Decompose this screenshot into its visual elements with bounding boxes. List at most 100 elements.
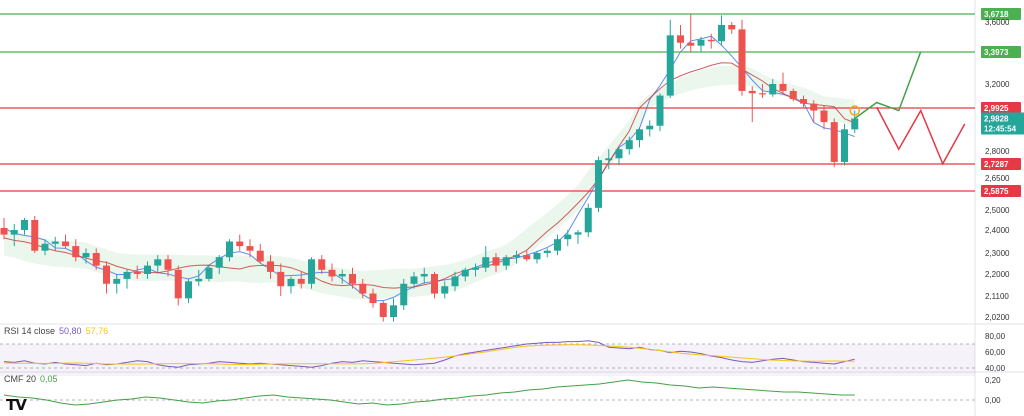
- candle: [636, 127, 643, 148]
- candle-body: [82, 253, 90, 258]
- candle-body: [800, 99, 807, 104]
- candle: [277, 263, 285, 296]
- candle: [133, 265, 141, 279]
- candle-body: [779, 84, 787, 91]
- candle: [92, 248, 100, 270]
- candle-body: [728, 24, 736, 30]
- candle: [349, 267, 356, 289]
- candle: [420, 267, 428, 284]
- level-label: 3,3973: [984, 48, 1009, 57]
- candle: [154, 255, 162, 272]
- candle-body: [646, 125, 654, 130]
- candle: [308, 257, 315, 289]
- candle-body: [297, 278, 305, 284]
- price-tick-label: 2,5000: [985, 206, 1010, 215]
- candle-body: [205, 267, 213, 279]
- candle: [841, 123, 848, 166]
- candle: [267, 255, 274, 279]
- candle-body: [226, 241, 233, 258]
- candle-body: [133, 271, 141, 274]
- candle-body: [390, 305, 397, 317]
- candle-body: [195, 278, 203, 282]
- candle-body: [287, 278, 295, 287]
- candle: [728, 22, 736, 34]
- candle: [759, 84, 766, 98]
- candle: [820, 105, 828, 130]
- forecast-up-path: [854, 51, 922, 120]
- candle: [482, 246, 490, 272]
- candle: [338, 269, 346, 284]
- candle: [687, 14, 695, 52]
- candle: [10, 224, 18, 247]
- candle: [256, 243, 264, 264]
- candle: [369, 288, 377, 308]
- price-tick-label: 3,2000: [985, 80, 1010, 89]
- candle: [564, 230, 572, 247]
- forecast-down-path: [876, 106, 966, 166]
- candle-body: [92, 253, 100, 266]
- rsi-title: RSI 14 close: [4, 326, 56, 336]
- cmf-title: CMF 20: [4, 374, 37, 384]
- candle-body: [451, 276, 459, 287]
- candle-body: [328, 269, 336, 277]
- candle: [431, 271, 438, 299]
- countdown-label: 12:45:54: [984, 125, 1017, 134]
- tradingview-logo-icon[interactable]: TV: [6, 396, 27, 414]
- candle: [72, 239, 80, 262]
- candle-body: [789, 90, 797, 100]
- last-price-badge: [981, 112, 1024, 135]
- candle-body: [308, 259, 315, 284]
- candle: [625, 136, 633, 155]
- rsi-line: [3, 340, 855, 368]
- candle: [195, 269, 203, 287]
- candle: [113, 274, 121, 294]
- candle: [461, 267, 469, 282]
- candle: [543, 248, 551, 258]
- candle-body: [51, 241, 59, 244]
- candle-body: [267, 261, 274, 272]
- candle: [0, 218, 8, 240]
- cmf-line: [3, 379, 855, 406]
- candle: [769, 79, 777, 97]
- candle: [21, 218, 28, 235]
- level-badge: [981, 46, 1021, 58]
- candle: [595, 156, 602, 212]
- candle-body: [564, 234, 572, 240]
- candle-body: [554, 239, 561, 251]
- candle-body: [123, 271, 131, 279]
- candle-body: [144, 265, 151, 274]
- candle: [738, 19, 746, 96]
- candle-body: [492, 257, 500, 266]
- base-line: [3, 62, 855, 289]
- cmf-legend: CMF 20 0,05: [4, 374, 62, 384]
- price-tick-label: 2,2000: [985, 270, 1010, 279]
- candle: [144, 261, 151, 279]
- candle: [123, 269, 131, 289]
- candle: [502, 255, 510, 270]
- candle: [779, 72, 787, 95]
- candle-body: [656, 95, 664, 126]
- candle-body: [400, 283, 408, 306]
- candle: [390, 298, 397, 322]
- candle-body: [31, 220, 39, 251]
- level-label: 3,6718: [984, 10, 1009, 19]
- candle-body: [461, 269, 469, 277]
- candle: [656, 93, 664, 132]
- candle: [677, 24, 684, 49]
- price-tick-label: 2,3000: [985, 249, 1010, 258]
- candle-body: [543, 250, 551, 253]
- candle-body: [410, 276, 418, 284]
- candle-body: [697, 39, 705, 46]
- candle-body: [369, 293, 377, 303]
- candle-body: [513, 255, 520, 258]
- candle-body: [236, 241, 244, 247]
- candle: [748, 86, 756, 123]
- level-badge: [981, 102, 1021, 114]
- candle-body: [625, 140, 633, 150]
- candle-body: [103, 265, 110, 284]
- candle: [513, 250, 520, 264]
- rsi-band: [0, 344, 975, 376]
- candle-body: [318, 259, 326, 270]
- candle-body: [431, 274, 438, 294]
